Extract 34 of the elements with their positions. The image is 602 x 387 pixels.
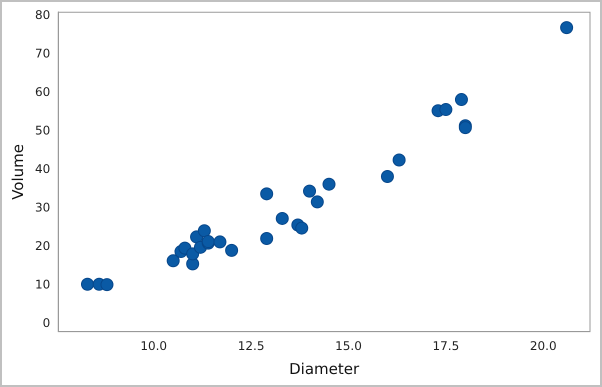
y-tick-label: 80 xyxy=(34,8,50,22)
x-tick-label: 17.5 xyxy=(432,338,460,353)
point xyxy=(392,153,406,166)
y-tick-label: 40 xyxy=(34,162,50,176)
x-tick-label: 10.0 xyxy=(140,338,168,353)
point xyxy=(439,103,452,116)
y-tick-label: 50 xyxy=(34,124,50,138)
y-tick-label: 60 xyxy=(34,85,50,100)
point xyxy=(198,224,211,238)
point xyxy=(80,278,94,291)
point xyxy=(260,232,274,245)
point xyxy=(276,212,289,225)
point xyxy=(322,178,336,191)
y-tick-label: 20 xyxy=(34,239,50,254)
x-tick-label: 12.5 xyxy=(238,338,264,353)
x-tick-label: 15.0 xyxy=(335,338,362,353)
point xyxy=(166,254,180,268)
point xyxy=(454,93,468,106)
point xyxy=(213,235,226,248)
x-axis-title: Diameter xyxy=(289,360,360,378)
point xyxy=(100,278,114,292)
y-axis-title: Volume xyxy=(8,144,27,200)
y-tick-label: 70 xyxy=(34,46,50,61)
point xyxy=(295,222,308,235)
point xyxy=(560,21,574,34)
point xyxy=(260,187,274,200)
y-tick-label: 0 xyxy=(42,316,50,330)
x-tick-label: 20.0 xyxy=(530,338,557,353)
point xyxy=(310,195,324,208)
point xyxy=(380,170,394,184)
y-tick-label: 10 xyxy=(34,278,50,292)
point xyxy=(225,244,238,257)
y-tick-label: 30 xyxy=(34,200,50,215)
point xyxy=(303,184,316,198)
